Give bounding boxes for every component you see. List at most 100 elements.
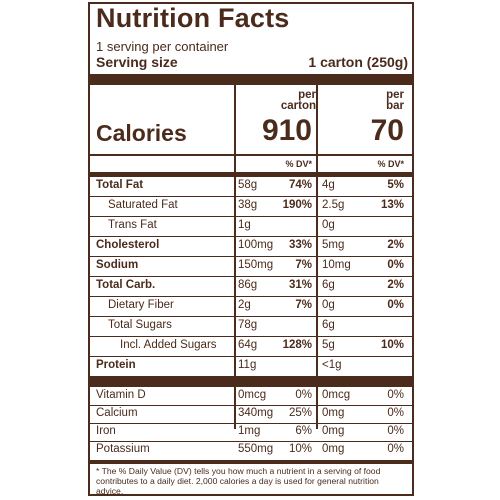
- nutrient-row: Total Sugars 78g 6g: [90, 317, 412, 336]
- row-divider: [90, 216, 412, 217]
- vitamin-name: Iron: [96, 425, 116, 437]
- carton-amount: 340mg: [238, 407, 274, 419]
- carton-dv: 10%: [288, 443, 312, 455]
- nutrient-name: Total Fat: [96, 179, 144, 191]
- nutrient-row: Total Fat 58g 74% 4g 5%: [90, 177, 412, 196]
- bar-dv: 0%: [387, 425, 404, 437]
- row-divider: [90, 336, 412, 337]
- bar-amount: 0g: [322, 299, 335, 311]
- carton-dv-header: % DV*: [285, 159, 312, 169]
- footnote: * The % Daily Value (DV) tells you how m…: [96, 466, 381, 496]
- nutrient-name: Saturated Fat: [108, 199, 178, 211]
- row-divider: [90, 196, 412, 197]
- vitamin-name: Calcium: [96, 407, 138, 419]
- carton-amount: 86g: [238, 279, 258, 291]
- bar-dv-header: % DV*: [377, 159, 404, 169]
- nutrient-row: Sodium 150mg 7% 10mg 0%: [90, 257, 412, 276]
- bar-dv: 0%: [387, 259, 404, 271]
- serving-size-value: 1 carton (250g): [308, 54, 408, 70]
- nutrient-name: Cholesterol: [96, 239, 160, 251]
- nutrition-facts-label: Nutrition Facts 1 serving per container …: [88, 2, 414, 496]
- bar-dv: 0%: [387, 443, 404, 455]
- bar-amount: 10mg: [322, 259, 351, 271]
- bar-amount: 0mg: [322, 407, 345, 419]
- nutrient-name: Dietary Fiber: [108, 299, 174, 311]
- carton-amount: 58g: [238, 179, 258, 191]
- carton-dv: 7%: [295, 299, 312, 311]
- row-divider: [90, 423, 412, 424]
- bar-dv: 13%: [380, 199, 404, 211]
- vitamin-row: Calcium 340mg 25% 0mg 0%: [90, 405, 412, 424]
- bar-dv: 2%: [387, 279, 404, 291]
- nutrient-row: Protein 11g <1g: [90, 357, 412, 376]
- carton-amount: 150mg: [238, 259, 274, 271]
- bar-dv: 2%: [387, 239, 404, 251]
- nutrient-row: Cholesterol 100mg 33% 5mg 2%: [90, 237, 412, 256]
- thick-divider: [90, 376, 412, 387]
- bar-amount: 5g: [322, 339, 335, 351]
- serving-size-row: Serving size 1 carton (250g): [96, 54, 408, 70]
- bar-calories: 70: [370, 114, 404, 147]
- carton-amount: 2g: [238, 299, 251, 311]
- column-divider-bar: [316, 85, 318, 429]
- row-divider: [90, 441, 412, 442]
- carton-column-header: per carton: [280, 89, 316, 112]
- carton-amount: 100mg: [238, 239, 274, 251]
- label-title: Nutrition Facts: [96, 3, 290, 33]
- bar-amount: 0g: [322, 219, 335, 231]
- nutrient-row: Trans Fat 1g 0g: [90, 217, 412, 236]
- carton-dv: 6%: [295, 425, 312, 437]
- medium-divider: [90, 172, 412, 177]
- row-divider: [90, 256, 412, 257]
- nutrient-row: Saturated Fat 38g 190% 2.5g 13%: [90, 197, 412, 216]
- row-divider: [90, 356, 412, 357]
- bar-amount: 5mg: [322, 239, 345, 251]
- row-divider: [90, 405, 412, 406]
- carton-calories: 910: [261, 114, 312, 147]
- nutrient-name: Sodium: [96, 259, 139, 271]
- footnote-divider: [90, 460, 412, 464]
- bar-dv: 0%: [387, 389, 404, 401]
- calories-divider: [90, 154, 412, 156]
- bar-dv: 0%: [387, 407, 404, 419]
- calories-label: Calories: [96, 120, 187, 146]
- vitamin-row: Iron 1mg 6% 0mg 0%: [90, 423, 412, 442]
- nutrient-name: Trans Fat: [108, 219, 157, 231]
- row-divider: [90, 296, 412, 297]
- vitamin-name: Vitamin D: [96, 389, 146, 401]
- carton-amount: 64g: [238, 339, 258, 351]
- carton-amount: 1mg: [238, 425, 261, 437]
- bar-dv: 0%: [387, 299, 404, 311]
- bar-amount: 2.5g: [322, 199, 345, 211]
- bar-amount: 0mcg: [322, 389, 351, 401]
- nutrient-name: Total Carb.: [96, 279, 156, 291]
- carton-amount: 1g: [238, 219, 251, 231]
- bar-amount: 6g: [322, 279, 335, 291]
- carton-dv: 25%: [288, 407, 312, 419]
- row-divider: [90, 276, 412, 277]
- row-divider: [90, 316, 412, 317]
- servings-per-container: 1 serving per container: [96, 39, 229, 54]
- carton-dv: 0%: [295, 389, 312, 401]
- carton-dv: 128%: [282, 339, 312, 351]
- nutrient-name: Protein: [96, 359, 136, 371]
- carton-dv: 31%: [288, 279, 312, 291]
- carton-dv: 190%: [282, 199, 312, 211]
- nutrient-name: Incl. Added Sugars: [120, 339, 217, 351]
- column-divider-carton: [234, 85, 236, 429]
- vitamin-row: Vitamin D 0mcg 0% 0mcg 0%: [90, 387, 412, 406]
- nutrient-name: Total Sugars: [108, 319, 172, 331]
- row-divider: [90, 236, 412, 237]
- bar-amount: 0mg: [322, 443, 345, 455]
- bar-amount: 0mg: [322, 425, 345, 437]
- nutrient-row: Total Carb. 86g 31% 6g 2%: [90, 277, 412, 296]
- carton-amount: 0mcg: [238, 389, 267, 401]
- carton-amount: 78g: [238, 319, 258, 331]
- bar-amount: <1g: [322, 359, 342, 371]
- serving-size-label: Serving size: [96, 54, 178, 70]
- bar-amount: 4g: [322, 179, 335, 191]
- bar-dv: 10%: [380, 339, 404, 351]
- carton-amount: 38g: [238, 199, 258, 211]
- vitamin-row: Potassium 550mg 10% 0mg 0%: [90, 441, 412, 460]
- bar-column-header: per bar: [386, 89, 404, 112]
